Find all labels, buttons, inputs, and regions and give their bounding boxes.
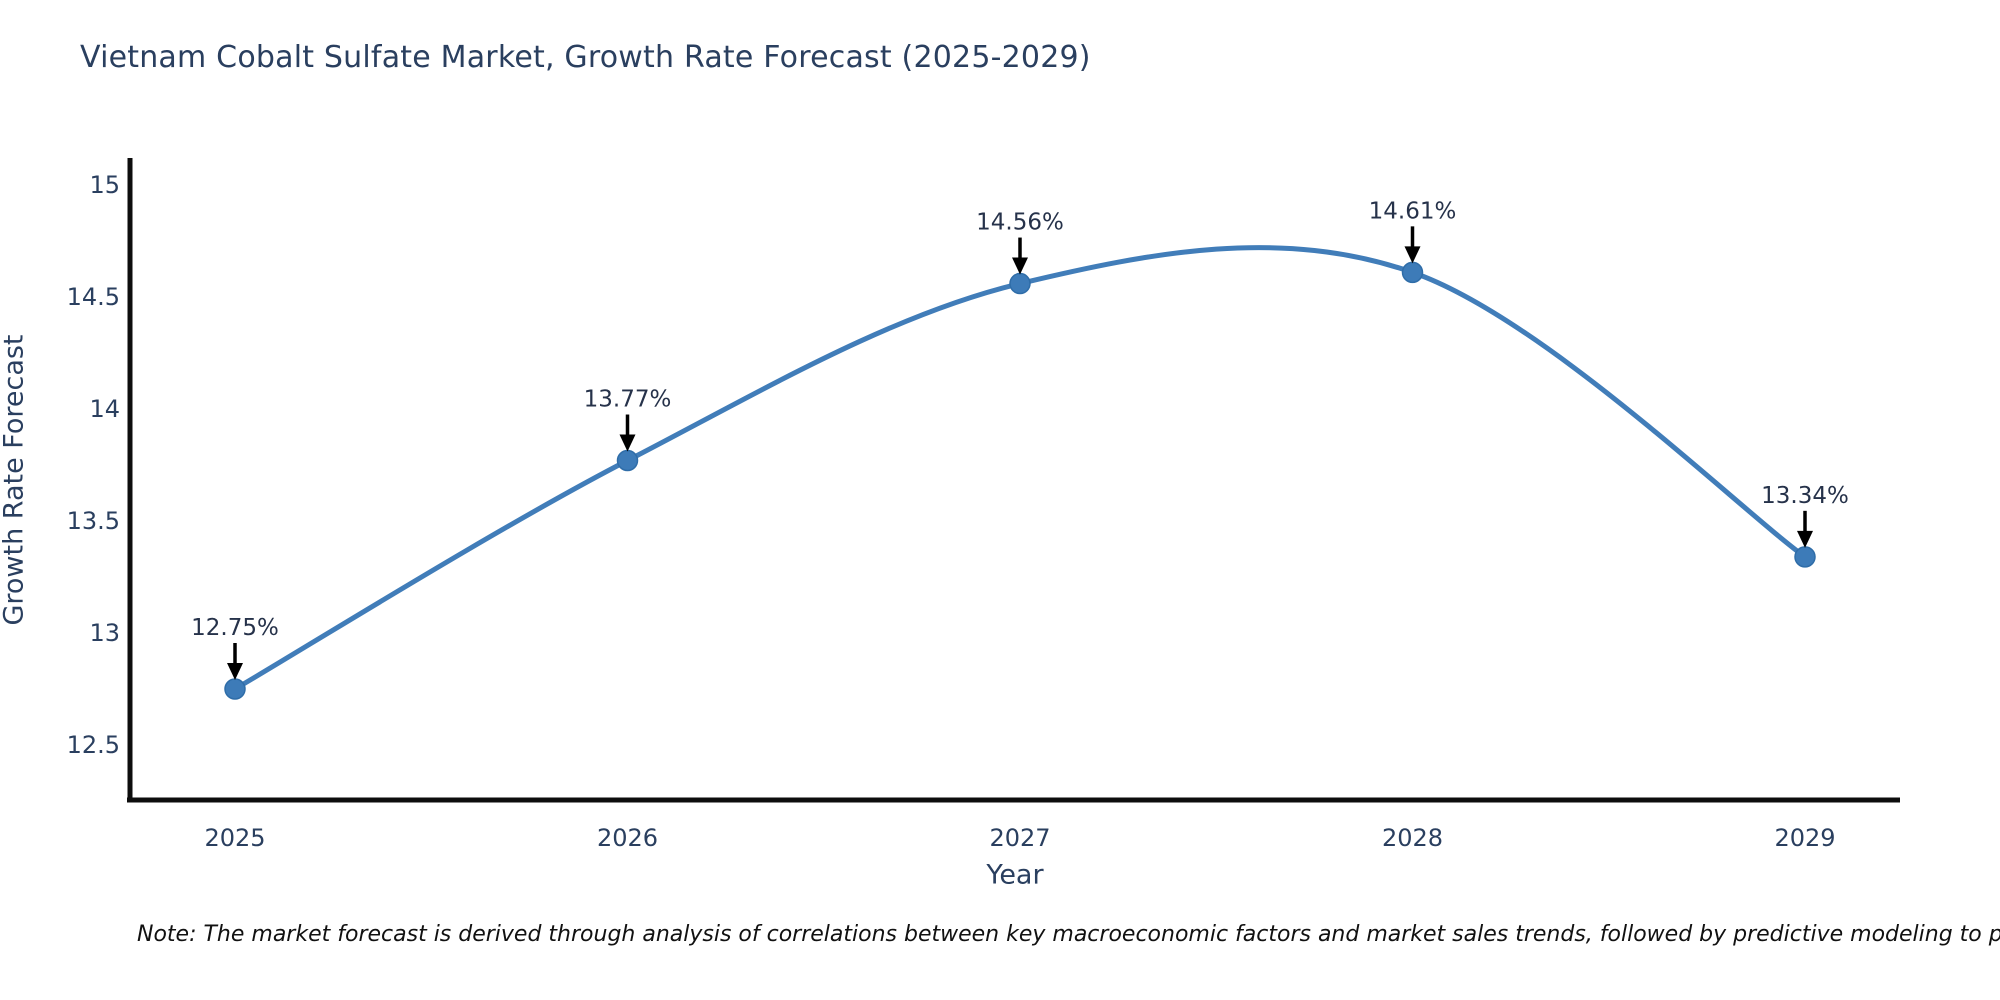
data-point-2027[interactable] bbox=[1009, 272, 1031, 295]
y-tick-label: 15 bbox=[89, 171, 120, 199]
chart-title: Vietnam Cobalt Sulfate Market, Growth Ra… bbox=[80, 40, 1091, 75]
annotation-arrowhead bbox=[227, 663, 243, 680]
data-point-2028[interactable] bbox=[1401, 261, 1424, 284]
x-tick-label: 2026 bbox=[597, 824, 658, 852]
y-tick-label: 12.5 bbox=[67, 731, 120, 759]
y-tick-label: 14.5 bbox=[67, 283, 120, 311]
data-point-2025[interactable] bbox=[224, 678, 246, 700]
y-tick-label: 14 bbox=[89, 395, 120, 423]
x-tick-label: 2025 bbox=[204, 824, 265, 852]
annotation-arrowhead bbox=[1404, 246, 1421, 264]
x-axis-title: Year bbox=[986, 859, 1044, 891]
point-value-label: 14.56% bbox=[976, 210, 1064, 236]
annotation-arrowhead bbox=[619, 434, 636, 452]
y-tick-label: 13 bbox=[89, 619, 120, 647]
forecast-line bbox=[232, 245, 1808, 692]
annotation-arrowhead bbox=[1012, 257, 1028, 275]
footnote: Note: The market forecast is derived thr… bbox=[137, 922, 2000, 947]
point-value-label: 14.61% bbox=[1369, 198, 1457, 224]
point-value-label: 12.75% bbox=[191, 615, 279, 641]
x-tick-label: 2027 bbox=[989, 824, 1050, 852]
y-tick-label: 13.5 bbox=[67, 507, 120, 535]
x-tick-label: 2029 bbox=[1774, 824, 1835, 852]
data-point-2029[interactable] bbox=[1794, 546, 1816, 568]
point-value-label: 13.77% bbox=[584, 387, 672, 413]
annotation-arrowhead bbox=[1797, 530, 1813, 548]
data-point-2026[interactable] bbox=[616, 449, 639, 472]
point-value-label: 13.34% bbox=[1761, 483, 1849, 509]
x-tick-label: 2028 bbox=[1382, 824, 1443, 852]
